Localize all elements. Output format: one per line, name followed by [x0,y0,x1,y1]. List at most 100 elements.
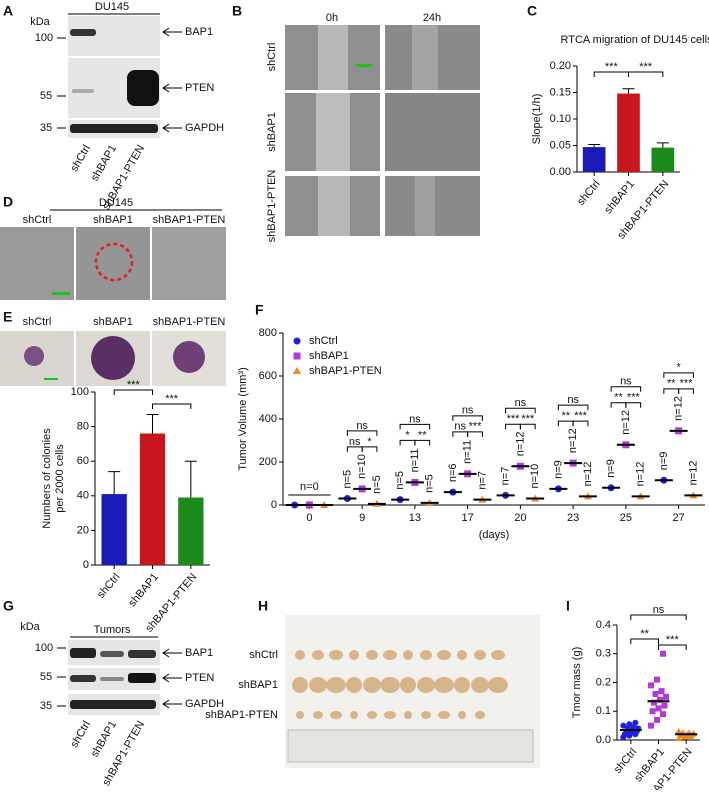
x-tick-label: 27 [673,512,685,524]
legend-label: shBAP1-PTEN [309,365,382,377]
panel-letter: F [255,302,264,318]
arrow [162,673,182,683]
band-label: PTEN [185,672,214,684]
tumor [457,650,467,660]
n-label: n=12 [635,462,647,487]
band [70,29,96,36]
significance-label: *** [521,413,535,425]
marker-label: 100 [35,642,53,654]
y-tick-label: 0 [83,559,89,571]
tumor [475,711,485,719]
x-tick-label: 23 [567,512,579,524]
significance-label: ns [653,604,665,616]
data-point [654,676,660,683]
significance-bracket [658,644,687,650]
lane-label: shBAP1 [89,719,119,759]
significance-label: *** [680,378,694,390]
band-label: BAP1 [185,647,213,659]
n-label: n=10 [356,454,368,479]
marker-label: 100 [35,32,53,44]
y-axis-label: Numbers of colonies [41,428,53,529]
tumor [491,650,505,660]
band-label: GAPDH [185,698,224,710]
ruler [287,729,534,763]
column-label: shBAP1 [93,316,133,328]
bar [139,433,166,565]
n-label: n=7 [476,471,488,490]
x-tick-label: shCtrl [612,746,640,776]
error-bar [108,471,121,495]
x-tick-label: shCtrl [95,571,123,601]
time-label: 24h [423,12,441,24]
y-axis-label: Slope(1/h) [531,94,543,145]
tumor [417,677,435,693]
column-label: shBAP1-PTEN [153,214,226,226]
y-tick-label: 60 [77,455,89,467]
data-point [648,682,654,689]
tumor [420,650,432,660]
column-label: shBAP1-PTEN [153,316,226,328]
panel-letter: H [258,598,268,614]
legend-label: shCtrl [309,335,338,347]
y-axis-label: per 2000 cells [54,444,66,513]
y-tick-label: 0.00 [550,166,571,178]
tumor [471,677,489,693]
significance-label: * [367,436,372,448]
band [128,650,156,658]
error-bar [184,460,197,498]
data-point [293,367,301,374]
band [128,673,156,683]
n-label: n=10 [529,464,541,489]
significance-label: ns [409,413,421,425]
data-point [654,716,660,723]
n-label: n=9 [658,452,670,471]
bar [617,93,640,172]
x-tick-label: shBAP1 [602,178,637,216]
n-label: n=9 [605,459,617,478]
n-label: n=12 [514,432,526,457]
band [70,124,158,133]
band [100,677,124,681]
micrographs [285,25,480,236]
y-tick-label: 20 [77,524,89,536]
y-tick-label: 0.4 [596,619,611,631]
blot-title: Tumors [94,624,131,636]
tumor [380,677,400,693]
tumor [350,711,358,719]
x-tick-label: 13 [409,512,421,524]
row-label: shBAP1 [238,679,278,691]
significance-bracket [505,407,536,414]
significance-label: *** [507,413,521,425]
significance-label: *** [666,634,680,646]
panel-letter: A [3,3,13,19]
n-label: n=12 [582,462,594,487]
x-tick-label: 17 [462,512,474,524]
tumor [313,711,323,719]
panel-letter: C [527,3,537,19]
x-tick-label: 0 [306,512,312,524]
lane-label: shCtrl [68,143,93,174]
y-tick-label: 100 [71,386,89,398]
significance-bracket [519,423,536,430]
y-axis-label: Tmor mass (g) [571,647,583,719]
significance-bracket [663,372,694,378]
significance-label: *** [469,421,483,433]
marker-label: 55 [40,90,52,102]
tumor [434,677,454,693]
blot-title: DU145 [95,1,129,13]
n-label: n=9 [552,460,564,479]
bar [101,494,127,565]
y-tick-label: 800 [259,327,277,339]
x-tick-label: shCtrl [575,178,603,208]
tumor [404,711,412,719]
y-tick-label: 40 [77,490,89,502]
tumor [384,711,396,719]
y-tick-label: 80 [77,421,89,433]
chart-title: RTCA migration of DU145 cells [560,34,709,46]
tumor [366,650,378,660]
row-label: shBAP1 [266,112,278,152]
lane-label: shBAP1 [89,143,119,183]
tumor [330,711,342,719]
significance-bracket [399,423,431,430]
